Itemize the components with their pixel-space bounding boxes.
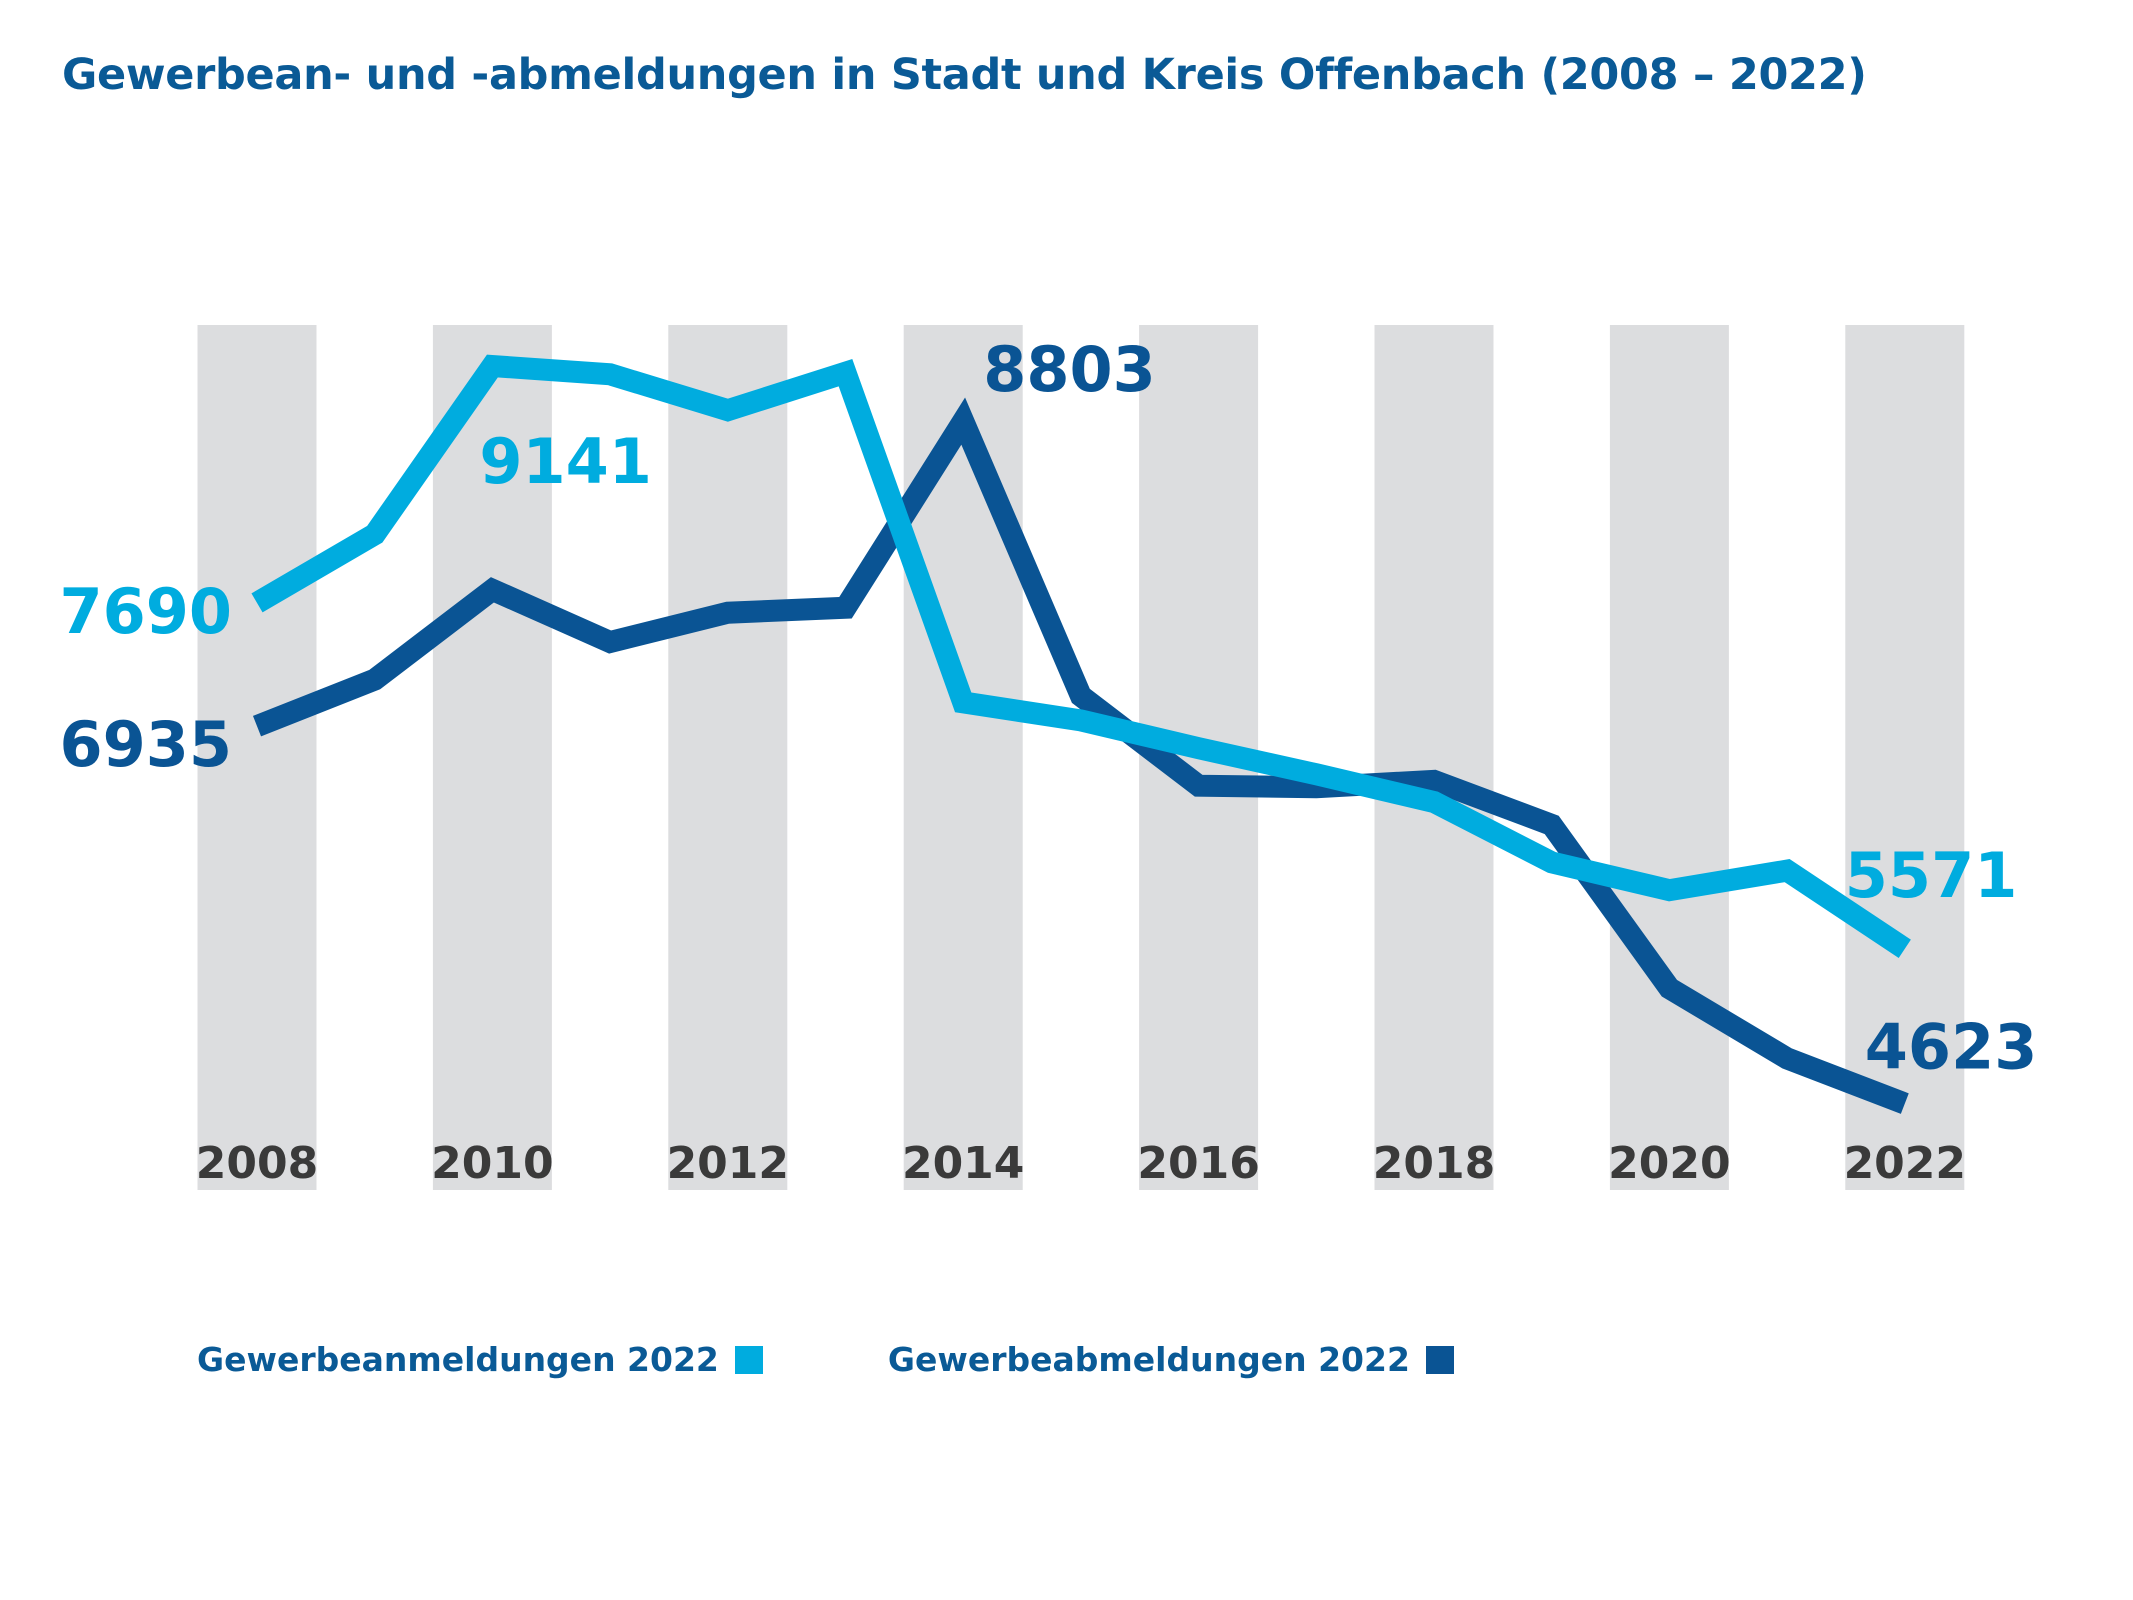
stripe-2008: [197, 325, 317, 1190]
legend-swatch-abmeldungen: [1425, 1345, 1454, 1374]
legend-item-abmeldungen: Gewerbeabmeldungen 2022: [888, 1340, 1454, 1379]
stripe-2012: [668, 325, 788, 1190]
x-axis-tick-labels: 2008 2010 2012 2014 2016 2018 2020 2022: [196, 1138, 1966, 1189]
data-label-abmeldungen-2022: 4623: [1865, 1011, 2038, 1084]
stripe-2014: [903, 325, 1023, 1190]
tick-label-2022: 2022: [1844, 1138, 1966, 1189]
stripe-2010: [432, 325, 552, 1190]
tick-label-2014: 2014: [902, 1138, 1024, 1189]
data-label-anmeldungen-2022: 5571: [1845, 839, 2018, 912]
stripe-2022: [1845, 325, 1965, 1190]
data-label-anmeldungen-2010: 9141: [479, 425, 652, 498]
tick-label-2016: 2016: [1137, 1138, 1259, 1189]
legend-item-anmeldungen: Gewerbeanmeldungen 2022: [197, 1340, 763, 1379]
tick-label-2012: 2012: [667, 1138, 789, 1189]
series-line-abmeldungen: [252, 397, 1909, 1114]
legend-label-anmeldungen: Gewerbeanmeldungen 2022: [197, 1340, 719, 1379]
tick-label-2010: 2010: [431, 1138, 553, 1189]
data-label-abmeldungen-2008: 6935: [59, 708, 232, 781]
data-label-anmeldungen-2008: 7690: [59, 575, 232, 648]
series-lines: [251, 354, 1911, 1114]
tick-label-2008: 2008: [196, 1138, 318, 1189]
data-label-abmeldungen-2014: 8803: [983, 333, 1156, 406]
stripe-2020: [1609, 325, 1729, 1190]
stripe-2018: [1374, 325, 1494, 1190]
tick-label-2020: 2020: [1608, 1138, 1730, 1189]
background-stripes: [197, 325, 1965, 1190]
series-line-anmeldungen: [251, 354, 1911, 958]
tick-label-2018: 2018: [1373, 1138, 1495, 1189]
legend-swatch-anmeldungen: [734, 1345, 763, 1374]
legend: Gewerbeanmeldungen 2022 Gewerbeabmeldung…: [197, 1340, 1454, 1379]
legend-label-abmeldungen: Gewerbeabmeldungen 2022: [887, 1340, 1410, 1379]
data-labels: 7690 9141 5571 6935 8803 4623: [59, 333, 2037, 1083]
chart-title: Gewerbean- und -abmeldungen in Stadt und…: [62, 50, 1867, 100]
